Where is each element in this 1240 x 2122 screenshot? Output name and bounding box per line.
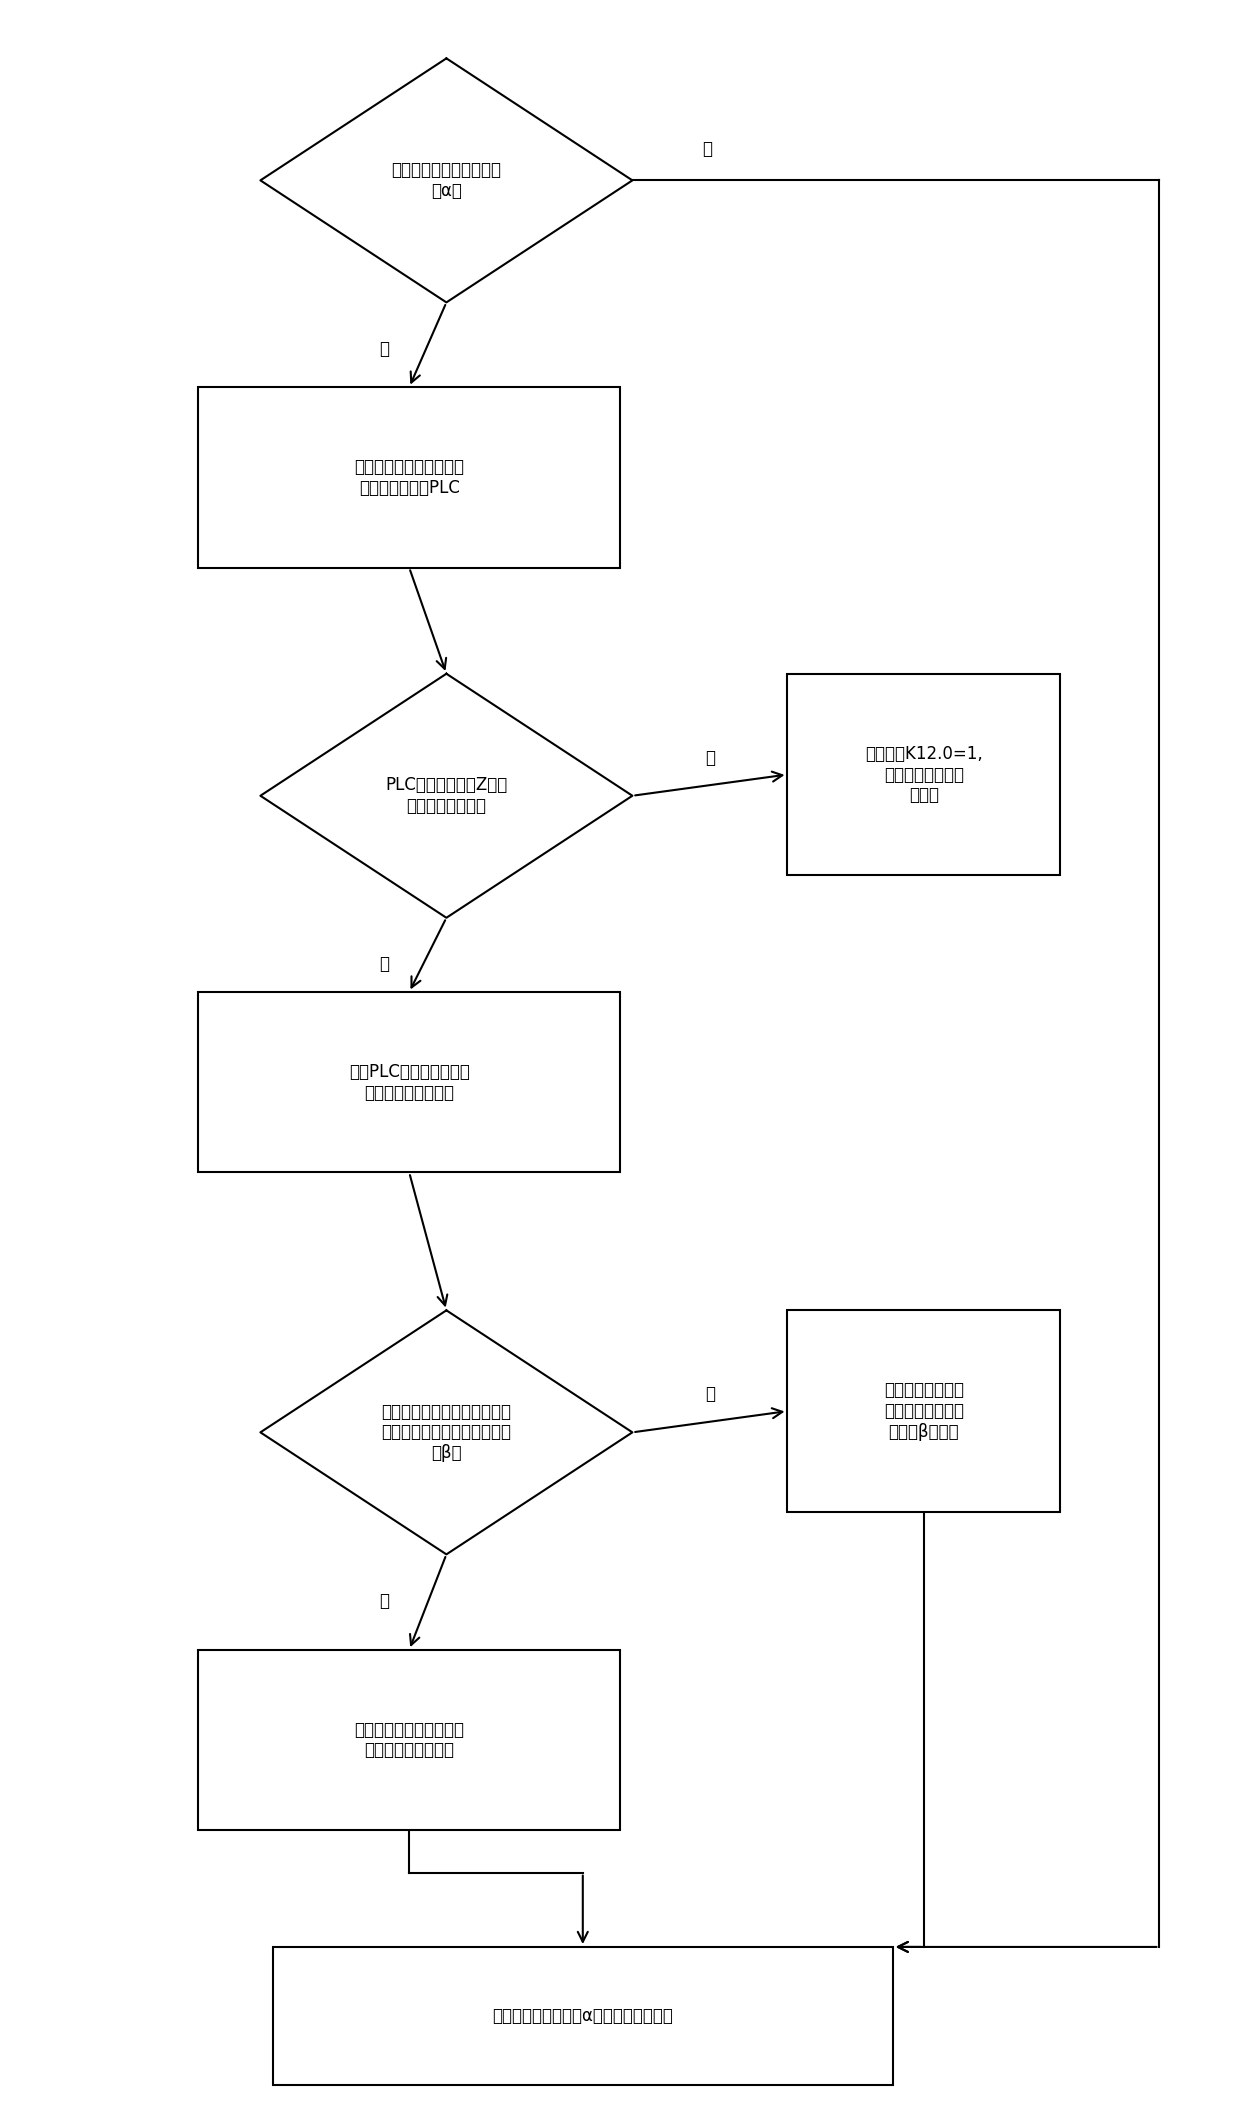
Text: 否: 否 — [704, 749, 715, 766]
Bar — [787, 675, 1060, 876]
Text: 刀库伺服驱动器判断刀盘偏移
量是否超出纠偏允许最大偏移
量β？: 刀库伺服驱动器判断刀盘偏移 量是否超出纠偏允许最大偏移 量β？ — [382, 1403, 511, 1462]
Text: PLC判断当前进给Z轴是
否在换刀区域以下: PLC判断当前进给Z轴是 否在换刀区域以下 — [386, 777, 507, 815]
Bar — [198, 993, 620, 1171]
Bar — [198, 1651, 620, 1829]
Text: 是: 是 — [704, 1386, 715, 1403]
Bar — [787, 1309, 1060, 1511]
Text: 刀库偏移角度是否超出范
围α？: 刀库偏移角度是否超出范 围α？ — [392, 161, 501, 199]
Text: 手动更改K12.0=1,
使轴移动到换刀区
域以内: 手动更改K12.0=1, 使轴移动到换刀区 域以内 — [866, 745, 982, 804]
Text: 是: 是 — [379, 955, 389, 974]
Text: 否: 否 — [379, 1592, 389, 1611]
Text: 否: 否 — [702, 140, 712, 157]
Text: 拍下急停按鈕，轻
轻搞动旋转刀盘至
偏移量β范围内: 拍下急停按鈕，轻 轻搞动旋转刀盘至 偏移量β范围内 — [884, 1381, 963, 1441]
Text: 松开急停按鈕，刀库驱动
器开始执行自动纠偏: 松开急停按鈕，刀库驱动 器开始执行自动纠偏 — [355, 1721, 464, 1759]
Text: 是: 是 — [379, 340, 389, 359]
Text: 刀库偏移角度在范围α内，正常使用刀库: 刀库偏移角度在范围α内，正常使用刀库 — [492, 2007, 673, 2024]
Text: 刀库伺服驱动器发送刀库
位置偏移报警至PLC: 刀库伺服驱动器发送刀库 位置偏移报警至PLC — [355, 458, 464, 497]
Bar — [273, 1948, 893, 2084]
Text: 机床PLC发送自动纠偏指
令至刀库伺服驱动器: 机床PLC发送自动纠偏指 令至刀库伺服驱动器 — [348, 1063, 470, 1101]
Bar — [198, 388, 620, 567]
